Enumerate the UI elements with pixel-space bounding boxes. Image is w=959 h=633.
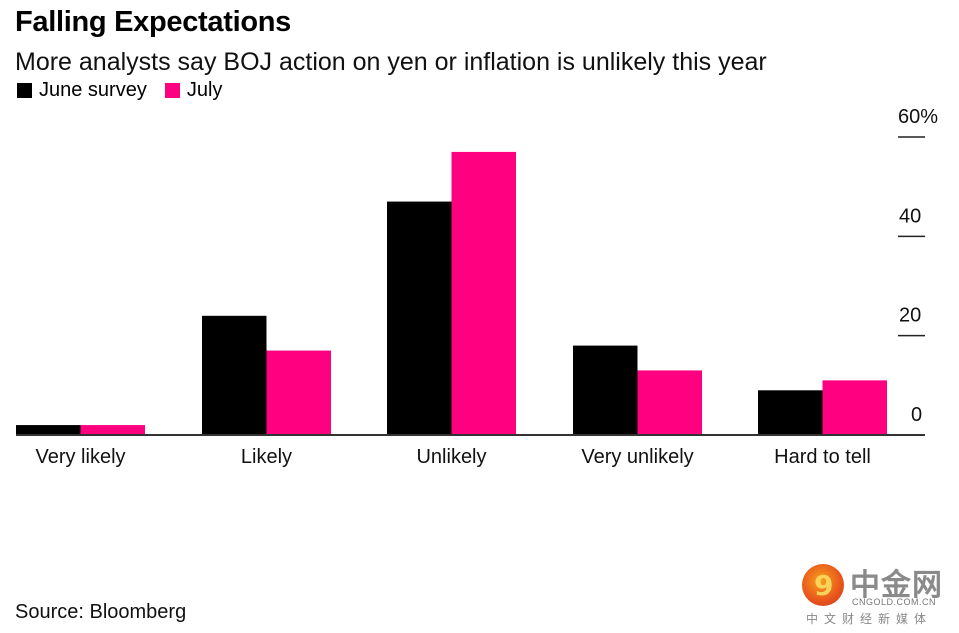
bar-july-hard-to-tell	[822, 380, 887, 435]
bar-june-unlikely	[387, 201, 452, 435]
x-axis-labels: Very likely Likely Unlikely Very unlikely Ha…	[35, 446, 870, 468]
legend-swatch-july	[164, 83, 180, 98]
source-note: Source: Bloomberg	[15, 601, 187, 623]
x-tick-label: Very likely	[35, 446, 125, 468]
x-tick-label: Very unlikely	[581, 446, 693, 468]
bar-july-unlikely	[451, 151, 516, 435]
legend-item-july: July	[164, 79, 223, 102]
x-tick-label: Unlikely	[416, 446, 486, 468]
y-tick-label: 60%	[898, 106, 938, 128]
watermark-logo-icon: 9	[802, 564, 844, 606]
watermark-tagline: 中文财经新媒体	[806, 612, 933, 626]
watermark: 9 中金网 CNGOLD.COM.CN 中文财经新媒体	[800, 560, 950, 630]
y-tick-label: 0	[911, 404, 922, 426]
y-axis: 0 20 40 60%	[898, 106, 938, 426]
chart-subtitle: More analysts say BOJ action on yen or i…	[15, 48, 767, 76]
legend: June survey July	[17, 79, 240, 102]
y-tick-label: 40	[899, 205, 921, 227]
bar-june-very-likely	[16, 425, 81, 435]
bars-group	[16, 151, 887, 435]
bar-june-hard-to-tell	[758, 390, 823, 435]
watermark-domain: CNGOLD.COM.CN	[852, 597, 937, 607]
y-tick-label: 20	[899, 305, 921, 327]
watermark-name: 中金网	[850, 568, 943, 603]
legend-swatch-june	[17, 83, 32, 98]
legend-label-june: June survey	[39, 79, 147, 101]
bar-july-very-likely	[80, 425, 145, 435]
bar-july-likely	[266, 350, 331, 435]
legend-item-june: June survey	[17, 79, 147, 102]
x-tick-label: Likely	[241, 446, 292, 468]
bar-june-very-unlikely	[573, 345, 638, 435]
bar-june-likely	[202, 315, 267, 435]
x-tick-label: Hard to tell	[774, 446, 871, 468]
legend-label-july: July	[186, 79, 223, 101]
bar-july-very-unlikely	[637, 370, 702, 435]
chart-title: Falling Expectations	[15, 6, 291, 38]
